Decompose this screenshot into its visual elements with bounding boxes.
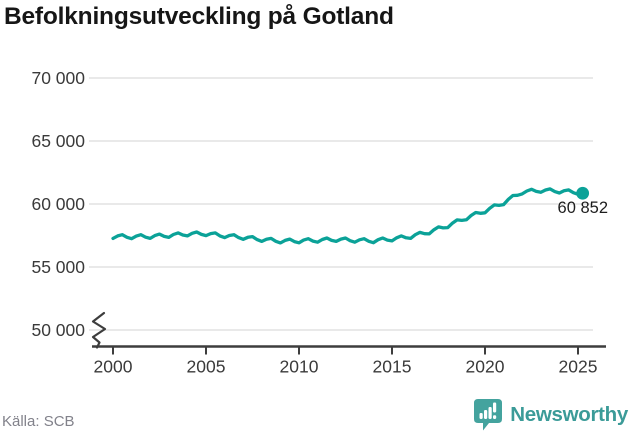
chart-title: Befolkningsutveckling på Gotland [4,3,394,30]
population-line-chart: 50 000 55 000 60 000 65 000 70 000 2000 2005 20… [31,68,606,377]
x-tick-label: 2005 [187,357,226,377]
end-point-marker [576,186,590,200]
x-tick-label: 2015 [373,357,412,377]
y-tick-label: 55 000 [31,257,85,277]
x-tick-label: 2020 [466,357,505,377]
x-tick-label: 2000 [94,357,133,377]
y-tick-label: 60 000 [31,194,85,214]
axis-break-icon [91,311,107,349]
x-tick-label: 2025 [559,357,598,377]
population-line [111,187,585,245]
newsworthy-logo[interactable]: Newsworthy [473,398,628,432]
chart-footer: Källa: SCB Newsworthy [0,399,631,435]
y-tick-label: 50 000 [31,320,85,340]
y-tick-label: 70 000 [31,68,85,88]
bar-chart-speech-bubble-icon [474,399,503,431]
newsworthy-wordmark: Newsworthy [510,403,628,426]
y-tick-label: 65 000 [31,131,85,151]
source-note: Källa: SCB [2,413,75,430]
end-value-label: 60 852 [557,199,608,217]
x-tick-label: 2010 [280,357,319,377]
